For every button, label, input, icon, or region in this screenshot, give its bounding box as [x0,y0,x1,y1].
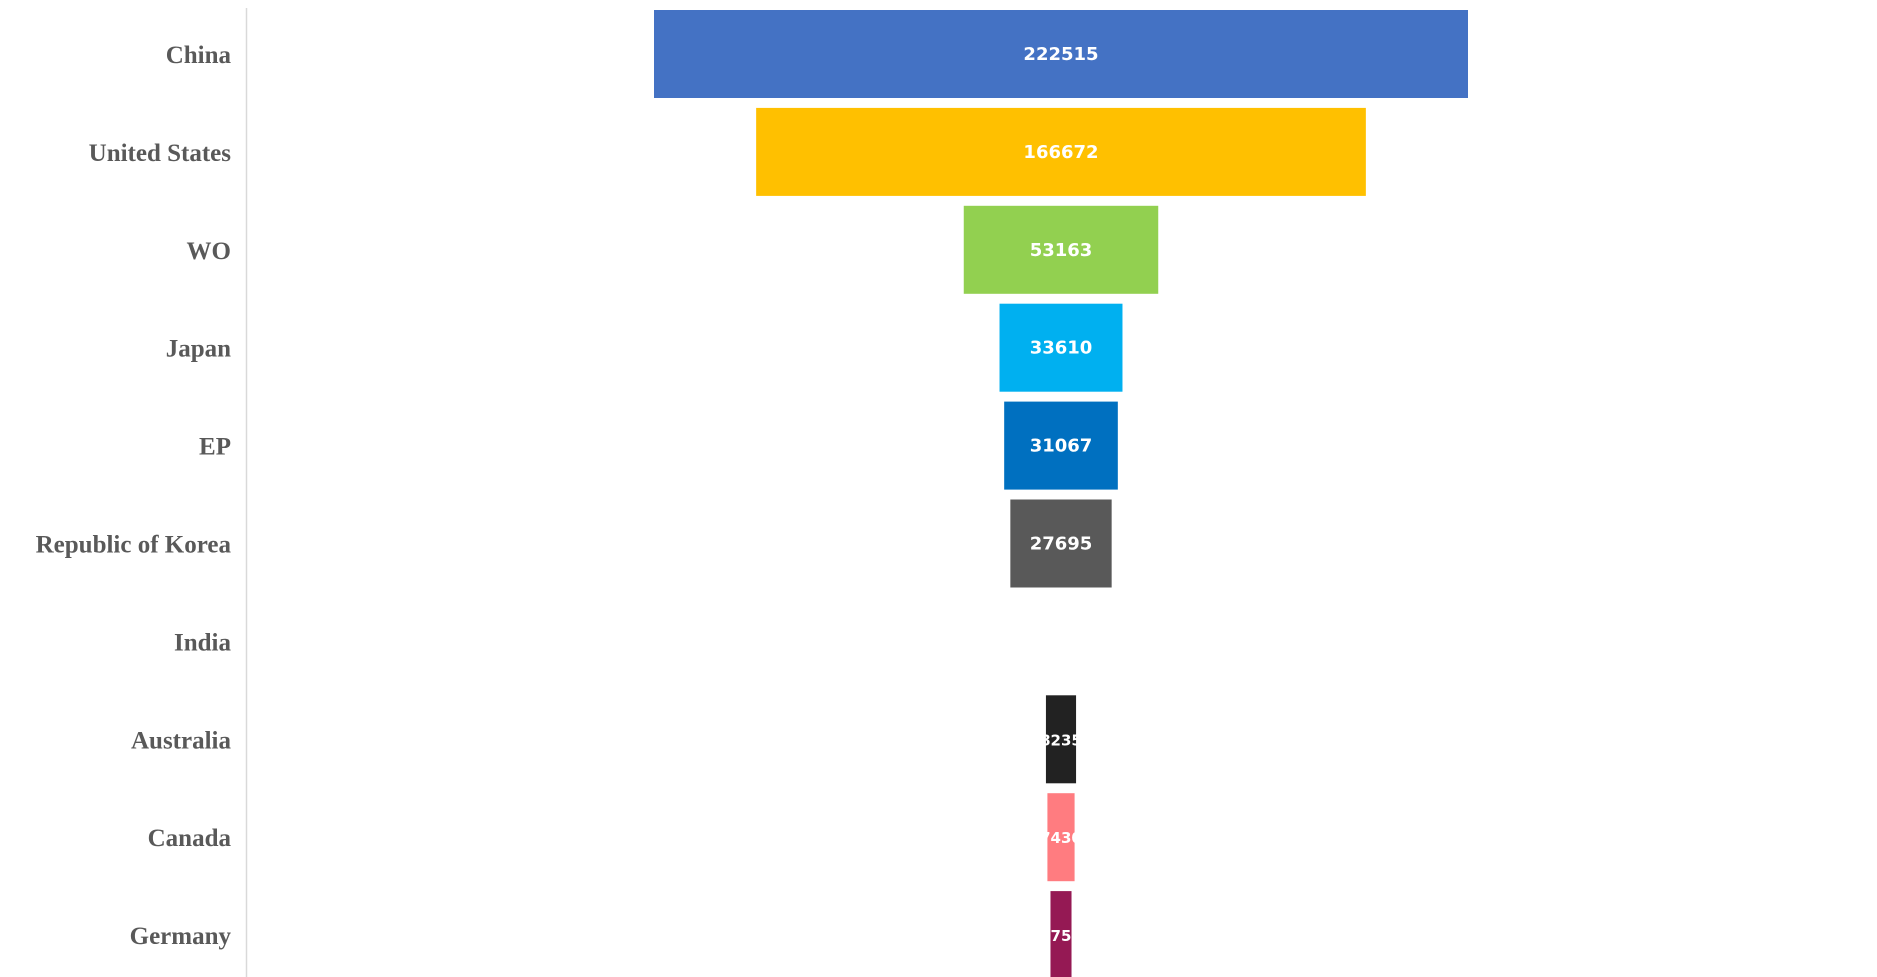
bar-germany [1050,891,1072,977]
category-label-wo: WO [187,238,231,265]
bar-australia [1045,695,1077,784]
bar-wo [963,205,1159,294]
category-label-china: China [166,42,232,69]
category-label-canada: Canada [148,825,232,852]
value-label-germany: 5752 [1040,927,1082,945]
category-labels-group: China United States WO Japan EP Republic of K… [36,42,232,950]
value-label-china: 222515 [1023,44,1098,65]
value-label-wo: 53163 [1030,240,1093,261]
category-label-united-states: United States [89,140,232,167]
category-label-india: India [174,629,231,656]
category-label-republic-of-korea: Republic of Korea [36,532,232,559]
category-label-ep: EP [199,434,231,461]
value-label-republic-of-korea: 27695 [1030,534,1093,555]
category-label-germany: Germany [130,923,232,950]
bar-canada [1047,793,1075,882]
value-label-australia: 8235 [1040,731,1082,749]
bar-china [654,10,1468,98]
bar-japan [999,303,1123,392]
value-labels-group: 222515 166672 53163 33610 31067 27695 8235 7430… [1023,44,1098,945]
bar-ep [1004,401,1118,490]
bar-united-states [756,107,1366,196]
value-label-united-states: 166672 [1023,142,1098,163]
value-label-japan: 33610 [1030,338,1093,359]
value-label-ep: 31067 [1030,436,1093,457]
category-label-japan: Japan [166,336,231,363]
bar-republic-of-korea [1010,499,1112,588]
value-label-canada: 7430 [1040,829,1082,847]
category-label-australia: Australia [131,727,232,754]
bars-group [654,10,1468,977]
